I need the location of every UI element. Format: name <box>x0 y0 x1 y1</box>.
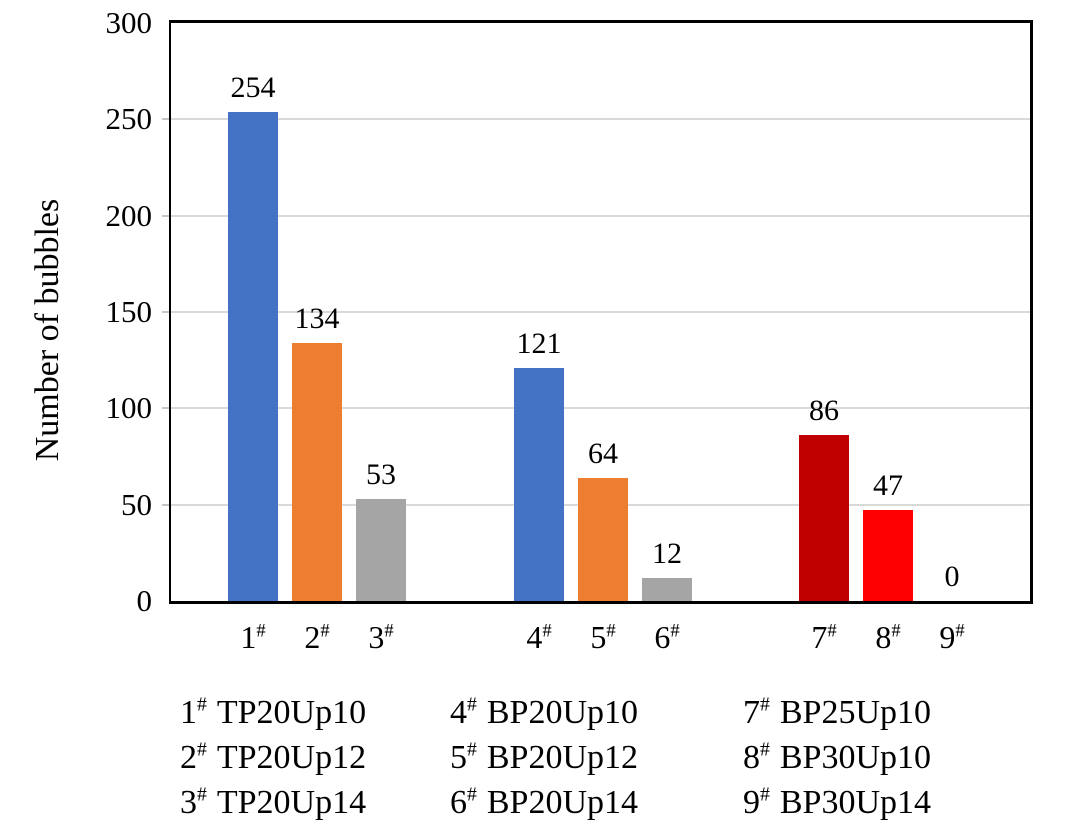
legend-entry: 4# BP20Up10 <box>450 690 638 735</box>
legend-entry-code: BP20Up14 <box>486 784 638 821</box>
x-tick-label: 2# <box>304 619 330 655</box>
gridline <box>171 118 1030 121</box>
hash-superscript: # <box>760 693 770 716</box>
legend-entry-code: BP30Up14 <box>779 784 931 821</box>
bar-value-label: 12 <box>652 537 682 570</box>
legend-entry-number: 9 <box>743 784 760 821</box>
legend-entry-code: BP20Up12 <box>486 739 638 776</box>
legend-entry: 1# TP20Up10 <box>180 690 366 735</box>
x-tick-label: 3# <box>368 619 394 655</box>
gridline <box>171 214 1030 217</box>
legend-entry-code: TP20Up12 <box>216 739 367 776</box>
bar-value-label: 254 <box>230 71 276 104</box>
legend-entry-number: 1 <box>180 694 197 731</box>
legend-entry-code: TP20Up10 <box>216 694 367 731</box>
legend-entry: 3# TP20Up14 <box>180 780 366 824</box>
y-tick-mark <box>162 407 170 410</box>
legend-entry: 8# BP30Up10 <box>743 735 931 780</box>
y-tick-label: 50 <box>121 486 152 522</box>
bar-value-label: 53 <box>366 458 396 491</box>
y-tick-label: 300 <box>105 5 153 40</box>
legend-entry-number: 6 <box>450 784 467 821</box>
bar-4 <box>514 368 564 601</box>
bar-1 <box>228 112 278 601</box>
legend-entry: 9# BP30Up14 <box>743 780 931 824</box>
legend-entry-code: BP25Up10 <box>779 694 931 731</box>
plot-area: 254 134 53 121 64 12 86 47 0 <box>169 20 1033 604</box>
hash-superscript: # <box>197 693 207 716</box>
legend-entry-number: 2 <box>180 739 197 776</box>
bar-2 <box>292 343 342 601</box>
legend-entry: 6# BP20Up14 <box>450 780 638 824</box>
legend-entry: 5# BP20Up12 <box>450 735 638 780</box>
x-tick-label: 8# <box>875 619 901 655</box>
gridline <box>171 311 1030 313</box>
legend-entry-code: BP30Up10 <box>779 739 931 776</box>
y-tick-mark <box>162 214 170 217</box>
bar-3 <box>356 499 406 601</box>
bar-value-label: 47 <box>873 469 903 502</box>
x-tick-label: 5# <box>590 619 616 655</box>
y-tick-mark <box>162 118 170 121</box>
y-tick-label: 200 <box>105 197 153 233</box>
x-tick-label: 7# <box>811 619 837 655</box>
y-tick-mark <box>162 503 170 506</box>
legend-entry-number: 3 <box>180 784 197 821</box>
bar-value-label: 0 <box>944 560 960 593</box>
y-tick-label: 150 <box>105 294 153 329</box>
bar-7 <box>799 435 849 601</box>
legend-column: 1# TP20Up10 2# TP20Up12 3# TP20Up14 <box>180 690 366 824</box>
y-tick-mark <box>162 311 170 313</box>
hash-superscript: # <box>760 738 770 761</box>
bar-value-label: 64 <box>588 437 618 470</box>
hash-superscript: # <box>197 738 207 761</box>
hash-superscript: # <box>197 783 207 806</box>
bar-value-label: 134 <box>294 302 340 335</box>
bar-value-label: 86 <box>809 394 839 427</box>
legend-column: 7# BP25Up10 8# BP30Up10 9# BP30Up14 <box>743 690 931 824</box>
bar-5 <box>578 478 628 601</box>
legend-entry-number: 5 <box>450 739 467 776</box>
y-tick-label: 100 <box>105 390 153 426</box>
legend-entry: 2# TP20Up12 <box>180 735 366 780</box>
hash-superscript: # <box>760 783 770 806</box>
gridline <box>171 407 1030 410</box>
legend-entry-code: BP20Up10 <box>486 694 638 731</box>
y-tick-label: 250 <box>105 101 153 137</box>
hash-superscript: # <box>467 693 477 716</box>
y-tick-label: 0 <box>136 583 153 618</box>
legend-entry-number: 7 <box>743 694 760 731</box>
x-tick-label: 1# <box>240 619 266 655</box>
hash-superscript: # <box>467 738 477 761</box>
bar-8 <box>863 510 913 601</box>
legend-entry-number: 8 <box>743 739 760 776</box>
hash-superscript: # <box>467 783 477 806</box>
x-tick-label: 9# <box>939 619 965 655</box>
x-tick-label: 6# <box>654 619 680 655</box>
legend-entry-code: TP20Up14 <box>216 784 367 821</box>
legend-column: 4# BP20Up10 5# BP20Up12 6# BP20Up14 <box>450 690 638 824</box>
bar-value-label: 121 <box>516 327 562 360</box>
legend-entry: 7# BP25Up10 <box>743 690 931 735</box>
x-tick-label: 4# <box>526 619 552 655</box>
legend-entry-number: 4 <box>450 694 467 731</box>
bar-6 <box>642 578 692 601</box>
